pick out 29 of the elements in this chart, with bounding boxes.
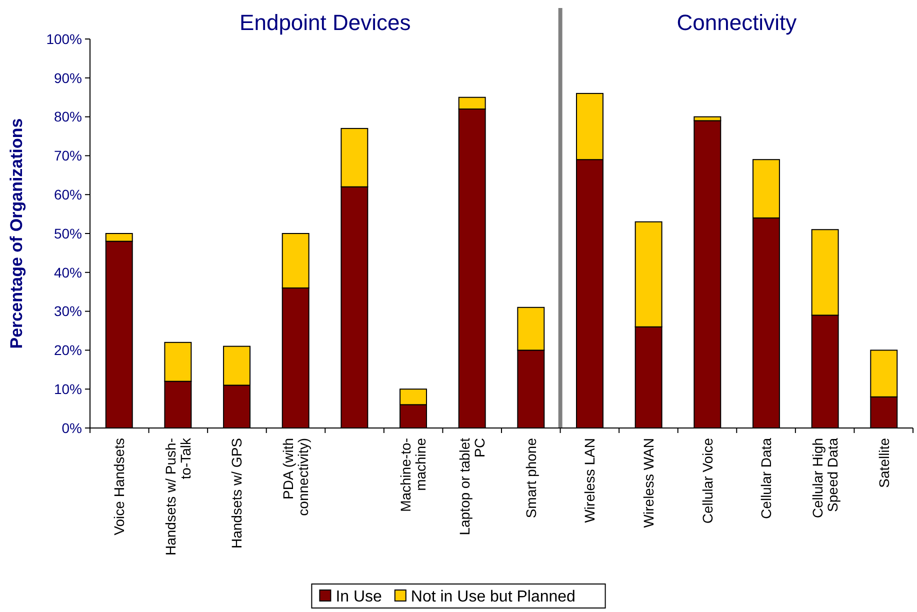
x-tick-label: Cellular Data bbox=[758, 438, 774, 519]
x-tick-label: Satellite bbox=[876, 438, 892, 488]
x-tick-label: Smart phone bbox=[522, 438, 539, 518]
x-tick-label: Voice Handsets bbox=[111, 438, 128, 536]
y-tick-label: 70% bbox=[54, 148, 82, 164]
legend-label: In Use bbox=[336, 588, 382, 606]
x-tick-label: PDA (with connectivity) bbox=[280, 438, 312, 516]
y-tick-label: 20% bbox=[54, 342, 82, 358]
legend-label: Not in Use but Planned bbox=[410, 588, 576, 606]
x-tick-label: Handsets w/ GPS bbox=[228, 438, 245, 548]
x-tick-label: Cellular High Speed Data bbox=[809, 438, 840, 518]
y-tick-label: 50% bbox=[54, 225, 82, 242]
y-tick-label: 60% bbox=[54, 186, 82, 202]
x-tick-label: Handsets w/ Push-to-Talk bbox=[162, 437, 194, 556]
x-tick-label: Wireless WAN bbox=[640, 438, 656, 528]
y-tick-label: 100% bbox=[46, 30, 82, 47]
y-axis-title: Percentage of Organizations bbox=[7, 118, 26, 349]
x-tick-label: Laptop or tablet PC bbox=[456, 438, 488, 536]
y-tick-label: 30% bbox=[54, 303, 82, 320]
y-tick-label: 80% bbox=[54, 108, 82, 125]
y-tick-label: 90% bbox=[54, 70, 82, 86]
x-tick-label: Wireless LAN bbox=[582, 438, 598, 523]
text: Endpoint Devices bbox=[240, 10, 411, 35]
y-tick-label: 40% bbox=[54, 264, 82, 280]
y-tick-label: 10% bbox=[54, 381, 82, 397]
x-tick-label: Cellular Voice bbox=[699, 438, 716, 524]
y-tick-label: 0% bbox=[62, 420, 82, 436]
text: Connectivity bbox=[676, 10, 797, 35]
x-tick-label: Machine-to-machine bbox=[398, 438, 429, 512]
